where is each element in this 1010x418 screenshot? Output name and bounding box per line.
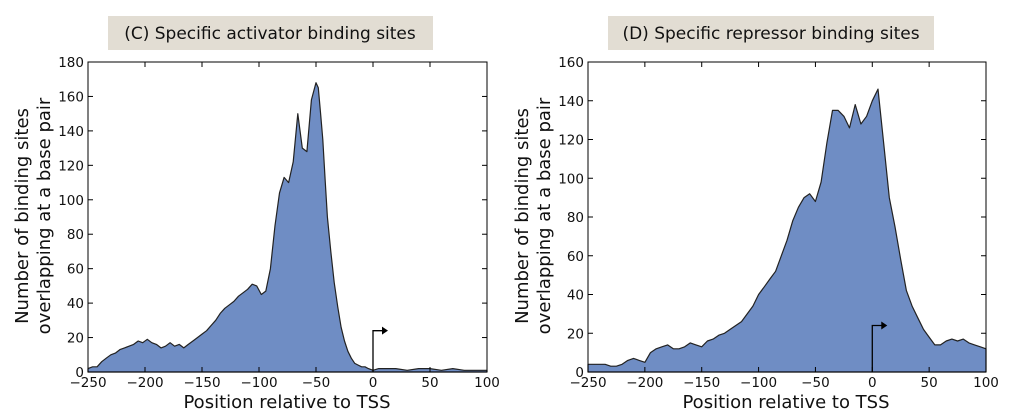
y-tick-label: 80 (567, 210, 584, 226)
title-box (108, 16, 433, 50)
y-tick-label: 20 (67, 331, 84, 347)
x-tick-label: −100 (240, 375, 277, 391)
y-tick-label: 160 (58, 89, 84, 105)
x-axis-label: Position relative to TSS (183, 392, 390, 413)
x-tick-label: 0 (369, 375, 378, 391)
x-tick-label: 0 (868, 375, 877, 391)
x-tick-label: −100 (740, 375, 777, 391)
y-tick-label: 0 (575, 365, 584, 381)
y-tick-label: 20 (567, 326, 584, 342)
x-tick-label: 100 (474, 375, 500, 391)
x-tick-label: −200 (126, 375, 163, 391)
y-tick-label: 160 (558, 55, 584, 71)
y-tick-label: 80 (67, 227, 84, 243)
plot-frame (87, 61, 488, 373)
y-tick-label: 180 (58, 55, 84, 71)
y-axis-label-line-1: Number of binding sites (512, 108, 533, 324)
y-tick-label: 100 (58, 193, 84, 209)
x-tick-label: −250 (69, 375, 106, 391)
x-axis-label: Position relative to TSS (682, 392, 889, 413)
chart-title: (C) Specific activator binding sites (124, 24, 416, 44)
title-box (608, 16, 934, 50)
x-tick-label: −50 (801, 375, 830, 391)
x-tick-label: −150 (183, 375, 220, 391)
y-tick-label: 60 (567, 249, 584, 265)
x-tick-label: 100 (973, 375, 999, 391)
chart-panel-c: (C) Specific activator binding sites Num… (12, 16, 500, 413)
chart-title: (D) Specific repressor binding sites (622, 24, 919, 44)
data-area (587, 88, 987, 373)
y-tick-label: 120 (58, 158, 84, 174)
x-tick-label: 50 (921, 375, 938, 391)
y-axis-label-line-1: Number of binding sites (12, 108, 33, 324)
chart-panel-d: (D) Specific repressor binding sites Num… (512, 16, 999, 413)
y-axis-label-line-2: overlapping at a base pair (534, 97, 555, 334)
x-tick-label: −150 (683, 375, 720, 391)
y-tick-label: 0 (75, 365, 84, 381)
y-tick-label: 100 (558, 171, 584, 187)
tss-arrow-head (382, 326, 388, 335)
x-tick-label: −200 (626, 375, 663, 391)
x-tick-label: −50 (302, 375, 331, 391)
x-tick-label: 50 (421, 375, 438, 391)
y-tick-label: 40 (67, 296, 84, 312)
tss-arrow-head (881, 321, 888, 330)
y-tick-label: 140 (58, 124, 84, 140)
y-axis-label: Number of binding sites overlapping at a… (12, 97, 55, 334)
y-axis-label: Number of binding sites overlapping at a… (512, 97, 555, 334)
y-tick-label: 120 (558, 133, 584, 149)
y-tick-label: 40 (567, 288, 584, 304)
tss-arrow-icon (871, 324, 883, 372)
tss-arrow-icon (372, 330, 383, 372)
y-tick-label: 60 (67, 262, 84, 278)
y-axis-label-line-2: overlapping at a base pair (34, 97, 55, 334)
data-area (87, 82, 488, 373)
y-tick-label: 140 (558, 94, 584, 110)
x-tick-label: −250 (569, 375, 606, 391)
